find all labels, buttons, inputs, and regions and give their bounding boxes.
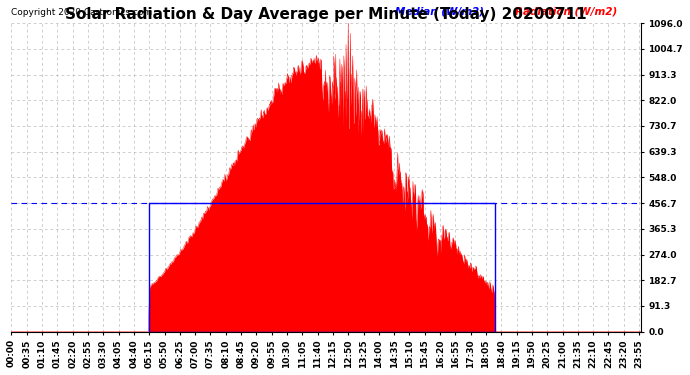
Text: Median (W/m2): Median (W/m2) — [395, 7, 484, 17]
Text: Copyright 2020 Cartronics.com: Copyright 2020 Cartronics.com — [12, 8, 152, 17]
Bar — [149, 203, 495, 332]
Text: Radiation (W/m2): Radiation (W/m2) — [515, 7, 617, 17]
Title: Solar Radiation & Day Average per Minute (Today) 20200711: Solar Radiation & Day Average per Minute… — [66, 7, 587, 22]
